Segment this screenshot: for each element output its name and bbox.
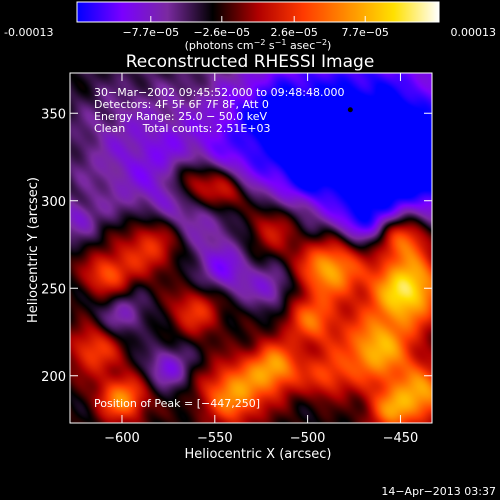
colorbar-ticks: -0.00013 −7.7e−05 −2.6e−05 2.6e−05 7.7e−05 0.… xyxy=(4,16,496,39)
info-text: 30−Mar−2002 09:45:52.000 to 09:48:48.000… xyxy=(94,86,345,135)
y-tick-label: 300 xyxy=(41,195,66,210)
y-tick-label: 200 xyxy=(41,370,66,385)
footer-date: 14−Apr−2013 03:37 xyxy=(381,485,496,498)
info-line-counts: Clean Total counts: 2.51E+03 xyxy=(94,122,271,135)
x-tick-label: −500 xyxy=(290,431,326,446)
info-line-detectors: Detectors: 4F 5F 6F 7F 8F, Att 0 xyxy=(94,98,269,111)
peak-marker xyxy=(347,107,353,113)
colorbar: -0.00013 −7.7e−05 −2.6e−05 2.6e−05 7.7e−05 0.… xyxy=(4,1,496,52)
colorbar-tick-label: 2.6e−05 xyxy=(270,26,317,39)
colorbar-units: (photons cm−2 s−1 asec−2) xyxy=(185,38,332,52)
colorbar-tick-label: -0.00013 xyxy=(4,26,53,39)
peak-position-text: Position of Peak = [−447,250] xyxy=(94,397,260,410)
x-tick-label: −450 xyxy=(383,431,419,446)
x-tick-label: −550 xyxy=(197,431,233,446)
x-ticks: −600 −550 −500 −450 xyxy=(104,73,418,446)
info-line-time: 30−Mar−2002 09:45:52.000 to 09:48:48.000 xyxy=(94,86,345,99)
colorbar-tick-label: 0.00013 xyxy=(451,26,497,39)
x-tick-label: −600 xyxy=(104,431,140,446)
y-tick-label: 350 xyxy=(41,107,66,122)
colorbar-tick-label: 7.7e−05 xyxy=(341,26,388,39)
plot-frame xyxy=(69,72,433,424)
chart-title: Reconstructed RHESSI Image xyxy=(125,52,375,72)
heatmap-image xyxy=(70,73,432,423)
y-tick-label: 250 xyxy=(41,282,66,297)
x-axis-label: Heliocentric X (arcsec) xyxy=(185,447,332,462)
info-line-energy: Energy Range: 25.0 − 50.0 keV xyxy=(94,110,268,123)
y-ticks: 200 250 300 350 xyxy=(41,107,432,385)
colorbar-tick-label: −7.7e−05 xyxy=(122,26,179,39)
colorbar-strip xyxy=(76,1,440,23)
colorbar-tick-label: −2.6e−05 xyxy=(193,26,250,39)
y-axis-label: Heliocentric Y (arcsec) xyxy=(26,177,41,323)
